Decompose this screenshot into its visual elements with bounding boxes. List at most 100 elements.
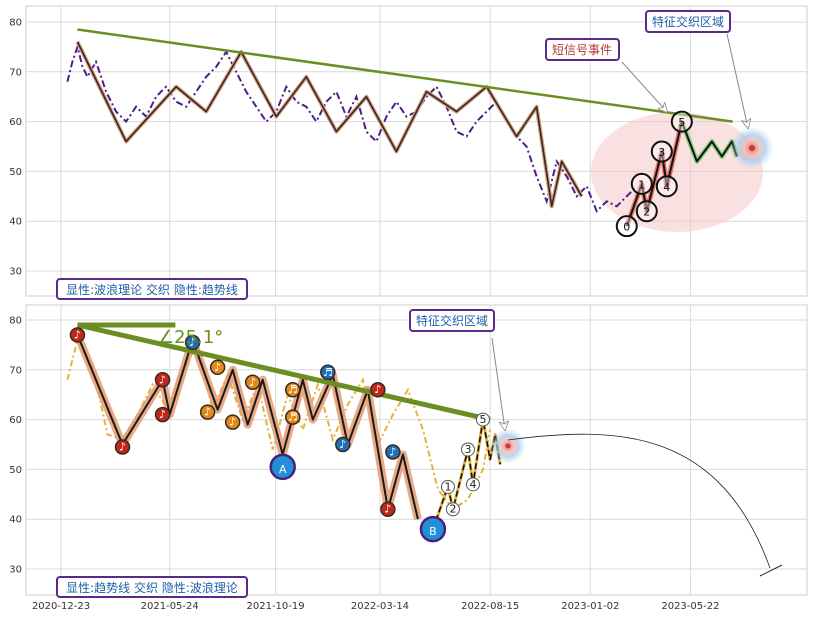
wave-label-circle [650,140,673,163]
wave-label: 3 [464,443,471,456]
bottom-panel: 30 40 50 60 70 80 2020-12-23 2021-05-24 2021-10… [9,304,808,612]
wave-label-minor [445,502,460,517]
trendline [76,322,491,423]
angle-label: ∠25.1° [158,327,223,348]
note-marker [385,444,401,460]
wave-label-circle [635,200,658,223]
y-tick-label: 60 [9,117,22,128]
bottom-wave-line [73,333,422,521]
bottom-price-series [66,337,492,511]
wave-label-minor [465,477,480,492]
bottom-plot-area [25,304,808,596]
note-marker [69,327,86,343]
top-panel: 30 40 50 60 70 80 0 1 2 3 4 5 短信号事件 特征交织区域 显性:波浪理论… [9,5,808,300]
wave-label: 1 [638,178,645,191]
note-marker-glyph: ♪ [249,376,256,389]
wave-label-minor [475,412,490,427]
y-tick-label: 30 [9,565,22,576]
y-tick-label: 40 [9,515,22,526]
note-marker-glyph: ♪ [339,438,346,451]
y-tick-label: 60 [9,415,22,426]
top-feature-callout-label: 特征交织区域 [652,14,724,29]
bottom-trendline [76,322,491,423]
y-tick-label: 80 [9,18,22,29]
note-marker-glyph: ♬ [288,411,298,424]
note-marker-glyph: ♪ [159,408,166,421]
top-legend-label: 显性:波浪理论 交织 隐性:趋势线 [66,282,238,297]
note-marker [370,381,386,398]
note-marker [114,439,131,455]
trendline [77,28,733,123]
wave-label: 4 [663,181,670,194]
x-tick-label: 2022-03-14 [351,601,409,612]
wave-label-circle [630,172,653,195]
y-tick-label: 30 [9,267,22,278]
bottom-feature-callout-label: 特征交织区域 [416,313,488,328]
wave-line [76,334,419,520]
note-marker [154,406,171,423]
x-tick-label: 2021-10-19 [247,601,305,612]
wave-label-major [419,515,447,543]
note-marker-glyph: ♪ [389,445,396,458]
note-marker [335,436,351,453]
note-marker-glyph: ♪ [204,406,211,419]
x-tick-label: 2023-01-02 [561,601,619,612]
note-marker [244,374,261,390]
note-marker [199,404,216,420]
note-marker [184,334,201,351]
wave-label: B [429,525,437,538]
note-marker-glyph: ♪ [119,440,126,453]
note-marker [154,372,171,388]
y-tick-label: 40 [9,217,22,228]
note-marker [380,501,396,517]
top-y-tick-labels: 30 40 50 60 70 80 [9,18,22,278]
wave-label: 1 [444,480,451,493]
top-wave-labels: 0 1 2 3 4 5 [615,110,693,238]
wave-label-circle [615,215,638,238]
note-marker-glyph: ♪ [229,416,236,429]
wave-label: 2 [449,503,456,516]
wave-label: 5 [678,116,685,129]
wave-label: 2 [643,206,650,219]
top-legend-box [56,278,248,300]
bottom-feature-arrow [491,337,505,430]
y-tick-label: 70 [9,365,22,376]
y-tick-label: 50 [9,465,22,476]
bottom-legend-box [56,576,248,598]
top-feature-arrow [726,33,748,128]
top-price-series [66,43,638,213]
bottom-legend-label: 显性:趋势线 交织 隐性:波浪理论 [66,580,238,595]
note-marker-glyph: ♪ [384,503,391,516]
top-wave-line [75,41,584,209]
note-marker [284,409,301,425]
y-tick-label: 70 [9,67,22,78]
note-marker [284,381,301,398]
price-line [66,43,638,213]
x-tick-label: 2021-05-24 [141,601,199,612]
note-marker [224,414,241,430]
wave-line [76,41,583,208]
bottom-y-tick-labels: 30 40 50 60 70 80 [9,316,22,576]
x-tick-label: 2020-12-23 [32,601,90,612]
note-marker-glyph: ♪ [189,336,196,349]
bottom-eye-pupil [505,443,511,449]
wave-label: 4 [469,478,476,491]
wave-label-major [269,453,296,481]
note-marker-glyph: ♪ [74,328,81,341]
price-line [66,337,492,511]
note-marker-glyph: ♪ [159,373,166,386]
projection-end-cap [759,564,783,577]
wave-label: 5 [479,413,486,426]
y-tick-label: 80 [9,316,22,327]
wave-label-circle [670,110,693,133]
short-signal-callout-box [545,38,620,61]
note-marker [320,364,336,381]
projection-arc [507,433,771,569]
bottom-wave-labels: A B 1 2 3 4 5 [269,412,490,543]
top-feature-callout-box [645,10,731,33]
y-tick-label: 50 [9,167,22,178]
wave-label-circle [655,175,678,198]
x-tick-label: 2022-08-15 [461,601,519,612]
wave-label: 3 [658,146,665,159]
